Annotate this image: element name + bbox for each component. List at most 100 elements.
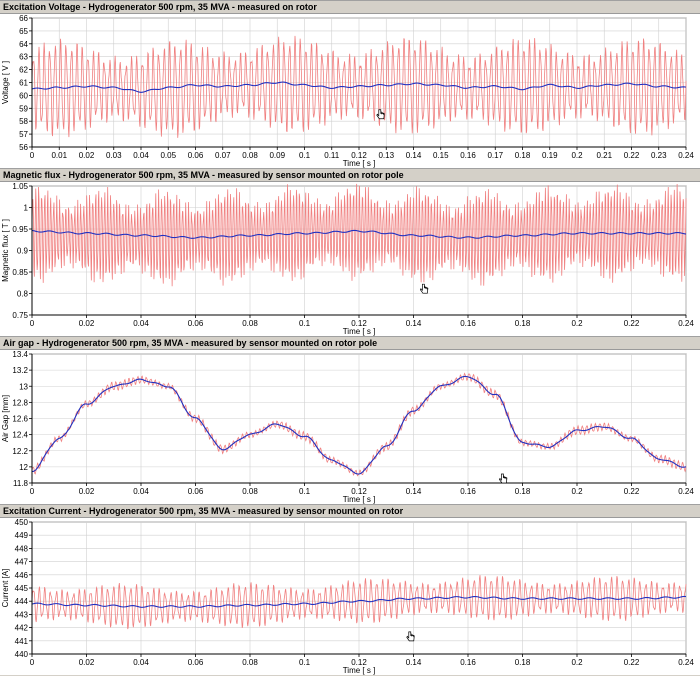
- x-tick-label: 0: [30, 151, 35, 160]
- x-tick-label: 0.18: [515, 151, 531, 160]
- x-tick-label: 0.2: [571, 319, 583, 328]
- x-tick-label: 0.01: [51, 151, 67, 160]
- x-axis-title: Time [ s ]: [343, 666, 376, 675]
- y-tick-label: 13.2: [12, 366, 28, 375]
- x-tick-label: 0.06: [188, 658, 204, 667]
- y-tick-label: 447: [15, 558, 29, 567]
- y-tick-label: 0.95: [12, 225, 28, 234]
- y-tick-label: 0.75: [12, 311, 28, 320]
- hand-cursor-icon: [499, 473, 508, 484]
- x-tick-label: 0.22: [624, 319, 640, 328]
- x-tick-label: 0.16: [460, 658, 476, 667]
- series-raw: [31, 35, 687, 138]
- x-axis-title: Time [ s ]: [343, 327, 376, 336]
- x-tick-label: 0.24: [678, 487, 694, 496]
- x-tick-label: 0.08: [242, 151, 258, 160]
- y-axis-title: Magnetic flux [ T ]: [1, 219, 10, 282]
- y-tick-label: 65: [19, 27, 28, 36]
- chart-magnetic-flux[interactable]: 0 0.02 0.04 0.06 0.08 0.1 0.12 0.14 0.16 0.18 0.2 0…: [0, 182, 700, 337]
- x-tick-label: 0.14: [406, 151, 422, 160]
- series-filtered: [31, 375, 687, 475]
- series-raw: [31, 575, 687, 630]
- chart-panel-magnetic-flux: Magnetic flux - Hydrogenerator 500 rpm, …: [0, 168, 700, 336]
- series-filtered: [31, 229, 687, 239]
- y-tick-label: 0.85: [12, 268, 28, 277]
- y-axis-title: Current [A]: [1, 569, 10, 608]
- x-tick-label: 0.2: [571, 487, 583, 496]
- x-tick-label: 0.09: [269, 151, 285, 160]
- x-tick-label: 0.16: [460, 487, 476, 496]
- x-tick-label: 0.1: [299, 319, 311, 328]
- x-tick-label: 0.12: [351, 658, 367, 667]
- x-tick-label: 0.08: [242, 487, 258, 496]
- x-tick-label: 0.12: [351, 487, 367, 496]
- x-tick-label: 0.08: [242, 319, 258, 328]
- y-tick-label: 13.4: [12, 350, 28, 359]
- y-tick-label: 449: [15, 531, 29, 540]
- y-tick-label: 440: [15, 650, 29, 659]
- y-axis-title: Voltage [ V ]: [1, 61, 10, 104]
- x-tick-label: 0.08: [242, 658, 258, 667]
- x-tick-label: 0.12: [351, 319, 367, 328]
- x-tick-label: 0.22: [624, 487, 640, 496]
- x-tick-label: 0.22: [624, 658, 640, 667]
- x-tick-label: 0.24: [678, 658, 694, 667]
- y-tick-label: 12.6: [12, 415, 28, 424]
- series-filtered: [31, 595, 687, 608]
- x-tick-label: 0.2: [571, 151, 583, 160]
- y-tick-label: 450: [15, 518, 29, 527]
- x-tick-label: 0.06: [188, 151, 204, 160]
- y-tick-label: 57: [19, 130, 28, 139]
- y-tick-label: 0.8: [17, 290, 29, 299]
- chart-panel-air-gap: Air gap - Hydrogenerator 500 rpm, 35 MVA…: [0, 336, 700, 504]
- y-tick-label: 63: [19, 53, 28, 62]
- y-tick-label: 446: [15, 571, 29, 580]
- y-tick-label: 443: [15, 610, 29, 619]
- y-tick-label: 60: [19, 91, 28, 100]
- y-tick-label: 59: [19, 104, 28, 113]
- x-tick-label: 0.06: [188, 487, 204, 496]
- y-tick-label: 12: [19, 463, 28, 472]
- x-axis-title: Time [ s ]: [343, 159, 376, 168]
- x-tick-label: 0.14: [406, 658, 422, 667]
- chart-title: Excitation Current - Hydrogenerator 500 …: [0, 505, 700, 518]
- x-tick-label: 0: [30, 658, 35, 667]
- y-tick-label: 62: [19, 66, 28, 75]
- chart-title: Excitation Voltage - Hydrogenerator 500 …: [0, 1, 700, 14]
- x-tick-label: 0.21: [596, 151, 612, 160]
- x-tick-label: 0.13: [378, 151, 394, 160]
- x-tick-label: 0.07: [215, 151, 231, 160]
- x-tick-label: 0.11: [324, 151, 340, 160]
- chart-excitation-voltage[interactable]: 0 0.01 0.02 0.03 0.04 0.05 0.06 0.07 0.08 0.09 0.1…: [0, 14, 700, 169]
- x-tick-label: 0.24: [678, 151, 694, 160]
- x-tick-label: 0.02: [79, 658, 95, 667]
- y-tick-label: 58: [19, 117, 28, 126]
- x-tick-label: 0.15: [433, 151, 449, 160]
- y-tick-label: 444: [15, 597, 29, 606]
- y-tick-label: 13: [19, 382, 28, 391]
- chart-title: Air gap - Hydrogenerator 500 rpm, 35 MVA…: [0, 337, 700, 350]
- y-tick-label: 64: [19, 40, 28, 49]
- y-tick-label: 66: [19, 14, 28, 23]
- x-axis-title: Time [ s ]: [343, 495, 376, 504]
- x-tick-label: 0.04: [133, 487, 149, 496]
- chart-air-gap[interactable]: 0 0.02 0.04 0.06 0.08 0.1 0.12 0.14 0.16 0.18 0.2 0…: [0, 350, 700, 505]
- x-tick-label: 0.02: [79, 487, 95, 496]
- x-tick-label: 0.06: [188, 319, 204, 328]
- x-tick-label: 0.14: [406, 319, 422, 328]
- y-tick-label: 445: [15, 584, 29, 593]
- x-tick-label: 0.14: [406, 487, 422, 496]
- chart-excitation-current[interactable]: 0 0.02 0.04 0.06 0.08 0.1 0.12 0.14 0.16 0.18 0.2 0…: [0, 518, 700, 676]
- chart-panel-excitation-voltage: Excitation Voltage - Hydrogenerator 500 …: [0, 0, 700, 168]
- hand-cursor-icon: [376, 109, 385, 120]
- y-tick-label: 448: [15, 544, 29, 553]
- x-tick-label: 0.23: [651, 151, 667, 160]
- y-tick-label: 1.05: [12, 182, 28, 191]
- hand-cursor-icon: [419, 283, 429, 294]
- y-tick-label: 12.4: [12, 431, 28, 440]
- x-tick-label: 0.12: [351, 151, 367, 160]
- x-tick-label: 0.1: [299, 151, 311, 160]
- x-tick-label: 0.02: [79, 319, 95, 328]
- y-tick-label: 56: [19, 143, 28, 152]
- x-tick-label: 0.2: [571, 658, 583, 667]
